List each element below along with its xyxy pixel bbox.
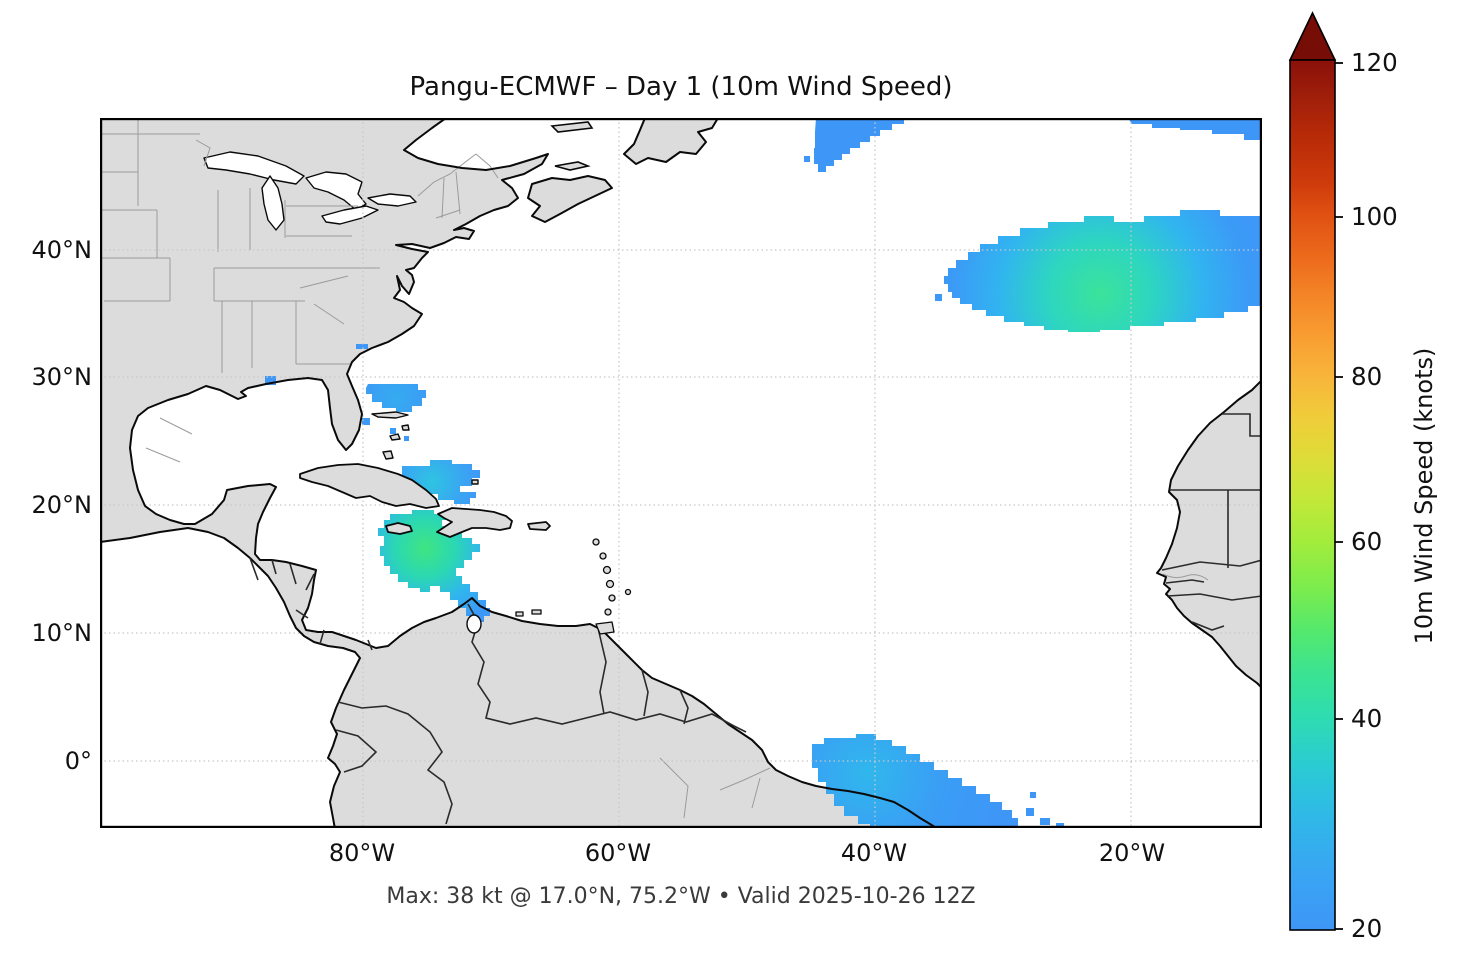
great-lakes bbox=[203, 151, 417, 231]
state-borders bbox=[100, 118, 1209, 819]
bahamas-islands bbox=[371, 411, 479, 485]
xtick-40w: 40°W bbox=[840, 839, 908, 867]
patch-top-right-strip bbox=[1128, 118, 1262, 140]
patch-caribbean-max bbox=[378, 510, 490, 622]
xtick-20w: 20°W bbox=[1098, 839, 1166, 867]
lesser-antilles-islands bbox=[515, 538, 632, 635]
colorbar: 120 100 80 60 40 20 10m Wind Speed (knot… bbox=[1288, 11, 1438, 943]
puerto-rico-island bbox=[527, 521, 551, 531]
land-layer bbox=[100, 118, 1262, 828]
cbar-tick-100: 100 bbox=[1351, 202, 1398, 231]
ytick-40n: 40°N bbox=[31, 236, 93, 264]
hispaniola-island bbox=[436, 507, 513, 538]
cbar-tick-80: 80 bbox=[1351, 362, 1382, 391]
xtick-80w: 80°W bbox=[328, 839, 396, 867]
patch-gulf-speck bbox=[265, 344, 368, 385]
colorbar-gradient bbox=[1289, 59, 1336, 931]
xtick-60w: 60°W bbox=[584, 839, 652, 867]
country-borders bbox=[249, 413, 1262, 825]
plot-title: Pangu-ECMWF – Day 1 (10m Wind Speed) bbox=[409, 72, 953, 102]
patch-central-atlantic bbox=[935, 210, 1262, 332]
cbar-tick-20: 20 bbox=[1351, 914, 1382, 943]
cbar-tick-120: 120 bbox=[1351, 48, 1398, 77]
patch-ne-of-cuba bbox=[402, 460, 480, 504]
colorbar-tick-marks bbox=[1335, 62, 1343, 930]
ytick-20n: 20°N bbox=[31, 491, 93, 519]
map-canvas bbox=[100, 118, 1262, 828]
lake-maracaibo bbox=[466, 614, 482, 634]
ytick-30n: 30°N bbox=[31, 363, 93, 391]
ytick-0: 0° bbox=[64, 747, 92, 775]
patch-ne-brazil bbox=[812, 734, 1064, 828]
colorbar-tick-labels: 120 100 80 60 40 20 bbox=[1351, 48, 1398, 943]
jamaica-island bbox=[385, 522, 413, 535]
cbar-tick-60: 60 bbox=[1351, 527, 1382, 556]
patch-nw-atlantic-wedge bbox=[804, 118, 904, 172]
anticosti-island bbox=[550, 121, 594, 133]
patch-bahamas bbox=[362, 384, 426, 441]
pei-island bbox=[554, 161, 591, 171]
colorbar-extend-arrow bbox=[1288, 11, 1337, 61]
max-and-valid-caption: Max: 38 kt @ 17.0°N, 75.2°W • Valid 2025… bbox=[386, 884, 976, 909]
plot-frame bbox=[100, 118, 1262, 828]
cbar-tick-40: 40 bbox=[1351, 704, 1382, 733]
colorbar-axis-label: 10m Wind Speed (knots) bbox=[1410, 348, 1438, 645]
caribbean-islands bbox=[299, 411, 632, 635]
ytick-10n: 10°N bbox=[31, 619, 93, 647]
gridlines bbox=[100, 118, 1262, 828]
